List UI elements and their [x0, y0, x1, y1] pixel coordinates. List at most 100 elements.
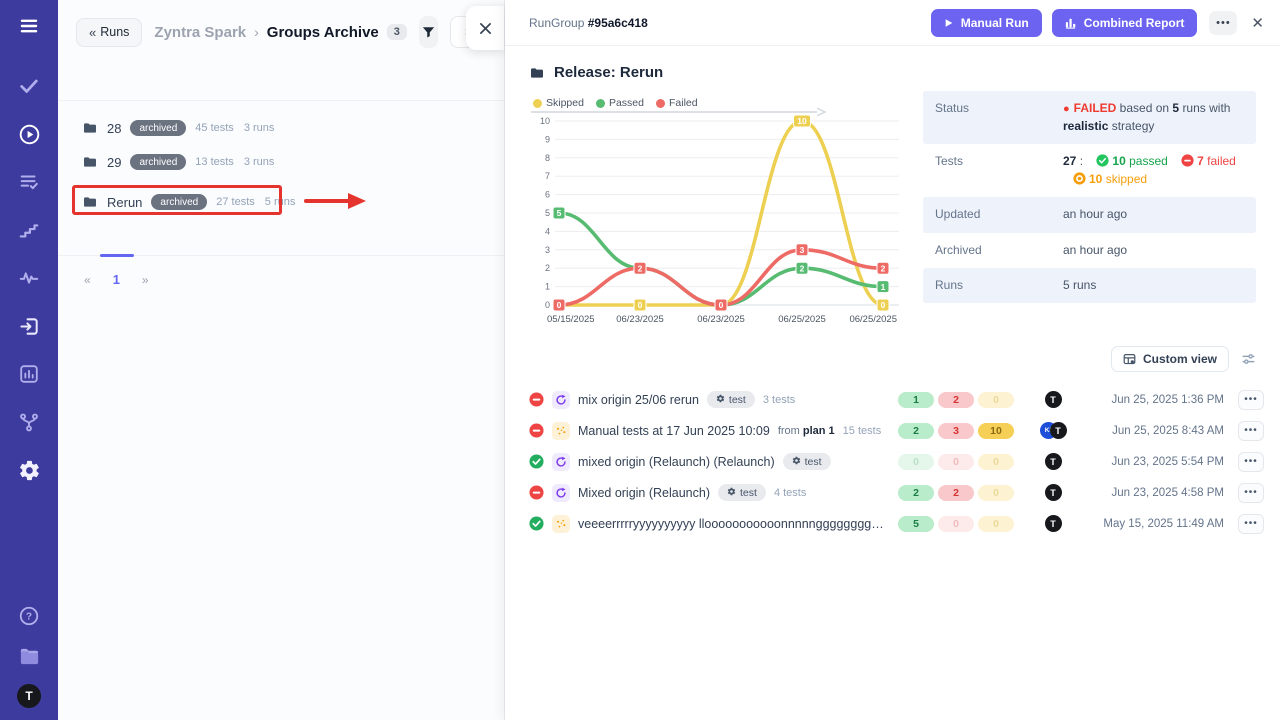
- manual-origin-icon: [552, 514, 570, 533]
- runs-play-icon[interactable]: [17, 122, 41, 146]
- avatar[interactable]: T: [1044, 391, 1062, 408]
- gear-icon: [792, 456, 801, 468]
- pill-skipped: 0: [978, 484, 1014, 501]
- svg-text:0: 0: [545, 300, 550, 310]
- pagination-next-button[interactable]: »: [141, 272, 149, 287]
- run-more-button[interactable]: •••: [1238, 451, 1264, 472]
- legend-dot-icon: [595, 98, 605, 108]
- run-more-button[interactable]: •••: [1238, 389, 1264, 410]
- panel-close-button[interactable]: [466, 6, 504, 50]
- run-row[interactable]: Manual tests at 17 Jun 2025 10:09 from pl…: [529, 415, 1264, 446]
- run-row[interactable]: mix origin 25/06 rerun test 3 tests 1 2 0 T Jun…: [529, 384, 1264, 415]
- group-tests-count: 27 tests: [216, 196, 255, 208]
- svg-text:8: 8: [545, 153, 550, 163]
- avatar[interactable]: T: [1044, 453, 1062, 470]
- projects-folder-icon[interactable]: [17, 644, 41, 668]
- combined-report-button[interactable]: Combined Report: [1051, 8, 1198, 37]
- group-row-28[interactable]: 28 archived 45 tests 3 runs: [82, 115, 504, 141]
- pill-passed: 0: [898, 453, 934, 470]
- archived-badge: archived: [151, 194, 208, 210]
- branch-icon[interactable]: [17, 410, 41, 434]
- analytics-report-icon[interactable]: [17, 362, 41, 386]
- svg-text:06/23/2025: 06/23/2025: [697, 314, 745, 325]
- property-updated: Updated an hour ago: [923, 197, 1256, 233]
- svg-text:0: 0: [881, 300, 886, 310]
- milestones-steps-icon[interactable]: [17, 218, 41, 242]
- pill-passed: 5: [898, 515, 934, 532]
- breadcrumb-project[interactable]: Zyntra Spark: [154, 23, 247, 41]
- annotation-arrow: [304, 191, 368, 214]
- svg-text:10: 10: [540, 116, 550, 126]
- legend-dot-icon: [655, 98, 665, 108]
- import-icon[interactable]: [17, 314, 41, 338]
- filter-button[interactable]: [418, 16, 438, 48]
- run-tag-label: test: [804, 455, 822, 468]
- back-to-runs-button[interactable]: « Runs: [76, 17, 143, 47]
- run-row[interactable]: mixed origin (Relaunch) (Relaunch) test 0 0…: [529, 446, 1264, 477]
- pill-failed: 0: [938, 453, 974, 470]
- run-name[interactable]: veeeerrrrryyyyyyyyyy llooooooooooonnnnng…: [578, 516, 890, 531]
- legend-item-skipped[interactable]: Skipped: [533, 97, 584, 109]
- menu-icon[interactable]: [17, 14, 41, 38]
- more-actions-button[interactable]: •••: [1209, 10, 1238, 35]
- release-title: Release: Rerun: [554, 64, 664, 81]
- avatar[interactable]: T: [1044, 515, 1062, 532]
- settings-gear-icon[interactable]: [17, 458, 41, 482]
- svg-text:6: 6: [545, 190, 550, 200]
- run-avatars: T: [1022, 453, 1084, 470]
- filters-sliders-icon[interactable]: [1241, 352, 1256, 366]
- groups-panel: « Runs Zyntra Spark › Groups Archive 3 2…: [58, 0, 505, 720]
- group-runs-count: 3 runs: [243, 156, 275, 168]
- pagination-page-1[interactable]: 1: [112, 272, 120, 287]
- pill-failed: 2: [938, 484, 974, 501]
- group-name: Rerun: [107, 194, 143, 210]
- svg-text:9: 9: [545, 134, 550, 144]
- help-icon[interactable]: ?: [17, 604, 41, 628]
- run-status-failed-icon: [529, 485, 544, 500]
- group-tests-count: 45 tests: [195, 122, 234, 134]
- run-status-passed-icon: [529, 516, 544, 531]
- legend-item-failed[interactable]: Failed: [655, 97, 698, 109]
- run-timestamp: May 15, 2025 11:49 AM: [1103, 517, 1224, 530]
- run-more-button[interactable]: •••: [1238, 420, 1264, 441]
- run-more-button[interactable]: •••: [1238, 482, 1264, 503]
- run-timestamp: Jun 23, 2025 5:54 PM: [1111, 455, 1224, 468]
- plans-list-icon[interactable]: [17, 170, 41, 194]
- run-name[interactable]: mixed origin (Relaunch) (Relaunch): [578, 454, 775, 469]
- tests-check-icon[interactable]: [17, 74, 41, 98]
- avatar[interactable]: T: [1044, 484, 1062, 501]
- svg-text:06/25/2025: 06/25/2025: [778, 314, 826, 325]
- run-row[interactable]: Mixed origin (Relaunch) test 4 tests 2 2 0 T Ju…: [529, 477, 1264, 508]
- detail-close-button[interactable]: ✕: [1251, 14, 1264, 32]
- custom-view-button[interactable]: Custom view: [1110, 346, 1229, 372]
- runs-trend-chart: Skipped Passed Failed 0 1 2 3 4 5 6 7 8 9 10 05/15/20…: [529, 89, 901, 332]
- svg-text:1: 1: [545, 282, 550, 292]
- pulse-activity-icon[interactable]: [17, 266, 41, 290]
- pagination-prev-button[interactable]: «: [84, 272, 91, 287]
- svg-text:06/25/2025: 06/25/2025: [849, 314, 897, 325]
- user-avatar[interactable]: T: [17, 684, 41, 708]
- legend-item-passed[interactable]: Passed: [595, 97, 644, 109]
- run-row[interactable]: veeeerrrrryyyyyyyyyy llooooooooooonnnnng…: [529, 508, 1264, 539]
- rungroup-id: RunGroup #95a6c418: [529, 15, 648, 30]
- run-tag-badge: test: [718, 484, 766, 501]
- archived-badge: archived: [130, 120, 187, 136]
- group-row-29[interactable]: 29 archived 13 tests 3 runs: [82, 149, 504, 175]
- svg-text:2: 2: [881, 263, 886, 273]
- run-name[interactable]: Manual tests at 17 Jun 2025 10:09: [578, 423, 770, 438]
- run-avatars: T: [1022, 391, 1084, 408]
- breadcrumb-current: Groups Archive: [266, 23, 379, 41]
- manual-run-button[interactable]: Manual Run: [930, 8, 1042, 37]
- avatar[interactable]: T: [1049, 422, 1067, 439]
- pill-passed: 2: [898, 484, 934, 501]
- group-row-rerun[interactable]: Rerun archived 27 tests 5 runs: [72, 185, 504, 215]
- svg-text:0: 0: [557, 300, 562, 310]
- run-name[interactable]: Mixed origin (Relaunch): [578, 485, 711, 500]
- run-more-button[interactable]: •••: [1238, 513, 1264, 534]
- active-page-indicator: [100, 254, 134, 257]
- run-name[interactable]: mix origin 25/06 rerun: [578, 392, 699, 407]
